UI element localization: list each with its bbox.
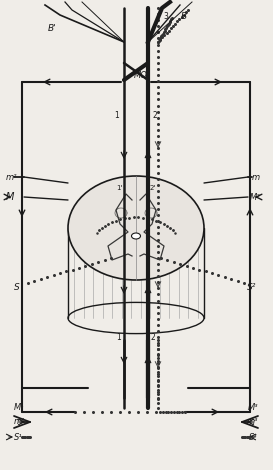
Text: M: M — [6, 192, 14, 202]
Ellipse shape — [132, 233, 141, 239]
Text: 1: 1 — [115, 110, 119, 119]
Text: m³: m³ — [247, 417, 258, 426]
Text: m¹: m¹ — [14, 417, 25, 426]
Text: 1: 1 — [117, 334, 121, 343]
Ellipse shape — [68, 176, 204, 280]
Text: B': B' — [48, 24, 56, 32]
Text: S¹: S¹ — [14, 432, 23, 441]
Text: 1': 1' — [116, 185, 122, 191]
Text: B: B — [181, 11, 187, 21]
Text: MO: MO — [134, 70, 148, 79]
Text: m: m — [252, 172, 260, 181]
Text: 2: 2 — [153, 110, 157, 119]
Text: m²: m² — [6, 172, 17, 181]
Text: 3: 3 — [164, 11, 168, 21]
Text: M²: M² — [249, 193, 260, 202]
Text: M³: M³ — [247, 404, 258, 413]
Text: 2': 2' — [150, 185, 156, 191]
Text: S²: S² — [247, 283, 256, 292]
Text: S: S — [14, 283, 20, 292]
Text: S³: S³ — [249, 432, 258, 441]
Text: M¹: M¹ — [14, 404, 25, 413]
Text: 2: 2 — [151, 334, 155, 343]
